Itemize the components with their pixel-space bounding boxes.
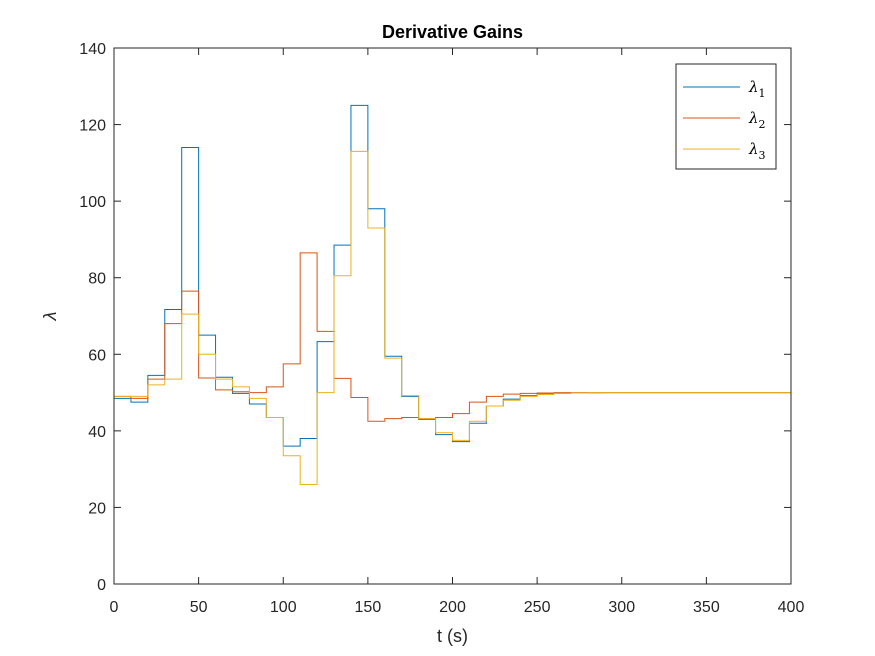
x-tick-label: 250 — [524, 599, 551, 616]
x-tick-label: 200 — [439, 599, 466, 616]
y-tick-label: 120 — [79, 118, 106, 135]
y-tick-label: 60 — [88, 347, 106, 364]
series-line-lambda-3 — [113, 150, 791, 584]
x-tick-label: 300 — [608, 599, 635, 616]
x-axis: 0 50 100 150 200 250 300 350 400 — [110, 48, 805, 616]
x-axis-label: t (s) — [437, 626, 468, 646]
x-tick-label: 400 — [778, 599, 805, 616]
x-tick-label: 100 — [270, 599, 297, 616]
chart-title: Derivative Gains — [382, 22, 523, 42]
y-tick-label: 100 — [79, 194, 106, 211]
legend: λ1 λ2 λ3 — [675, 63, 777, 170]
y-tick-label: 80 — [88, 271, 106, 288]
y-tick-label: 140 — [79, 41, 106, 58]
x-tick-label: 50 — [190, 599, 208, 616]
y-tick-label: 40 — [88, 424, 106, 441]
x-tick-label: 150 — [355, 599, 382, 616]
series-layer — [113, 104, 791, 584]
y-tick-label: 20 — [88, 500, 106, 517]
y-axis-label: λ — [40, 312, 60, 322]
y-tick-label: 0 — [97, 577, 106, 594]
x-tick-label: 350 — [693, 599, 720, 616]
x-tick-label: 0 — [110, 599, 119, 616]
y-axis: 0 20 40 60 80 100 120 140 — [79, 41, 791, 594]
legend-label-lambda-3: λ3 — [748, 140, 766, 162]
legend-box — [675, 63, 777, 170]
legend-label-lambda-1: λ1 — [748, 78, 766, 100]
legend-label-lambda-2: λ2 — [748, 109, 766, 131]
